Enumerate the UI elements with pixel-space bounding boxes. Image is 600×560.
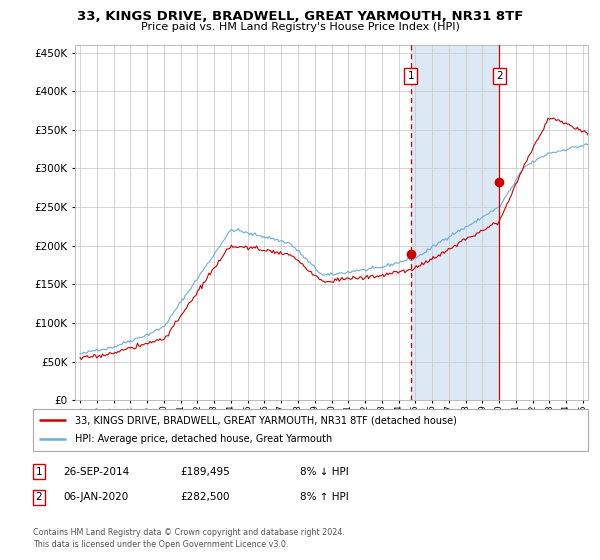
Text: 33, KINGS DRIVE, BRADWELL, GREAT YARMOUTH, NR31 8TF (detached house): 33, KINGS DRIVE, BRADWELL, GREAT YARMOUT… [74, 415, 457, 425]
Text: 1: 1 [407, 71, 414, 81]
Text: HPI: Average price, detached house, Great Yarmouth: HPI: Average price, detached house, Grea… [74, 435, 332, 445]
Text: 2: 2 [496, 71, 503, 81]
Text: 2: 2 [35, 492, 43, 502]
Text: £282,500: £282,500 [180, 492, 229, 502]
Text: 8% ↑ HPI: 8% ↑ HPI [300, 492, 349, 502]
Text: £189,495: £189,495 [180, 466, 230, 477]
Text: 1: 1 [35, 466, 43, 477]
Text: Price paid vs. HM Land Registry's House Price Index (HPI): Price paid vs. HM Land Registry's House … [140, 22, 460, 32]
Text: Contains HM Land Registry data © Crown copyright and database right 2024.: Contains HM Land Registry data © Crown c… [33, 528, 345, 536]
Text: 26-SEP-2014: 26-SEP-2014 [63, 466, 129, 477]
Bar [411, 45, 499, 400]
Text: This data is licensed under the Open Government Licence v3.0.: This data is licensed under the Open Gov… [33, 540, 289, 549]
Text: 06-JAN-2020: 06-JAN-2020 [63, 492, 128, 502]
Text: 33, KINGS DRIVE, BRADWELL, GREAT YARMOUTH, NR31 8TF: 33, KINGS DRIVE, BRADWELL, GREAT YARMOUT… [77, 10, 523, 23]
Text: 8% ↓ HPI: 8% ↓ HPI [300, 466, 349, 477]
